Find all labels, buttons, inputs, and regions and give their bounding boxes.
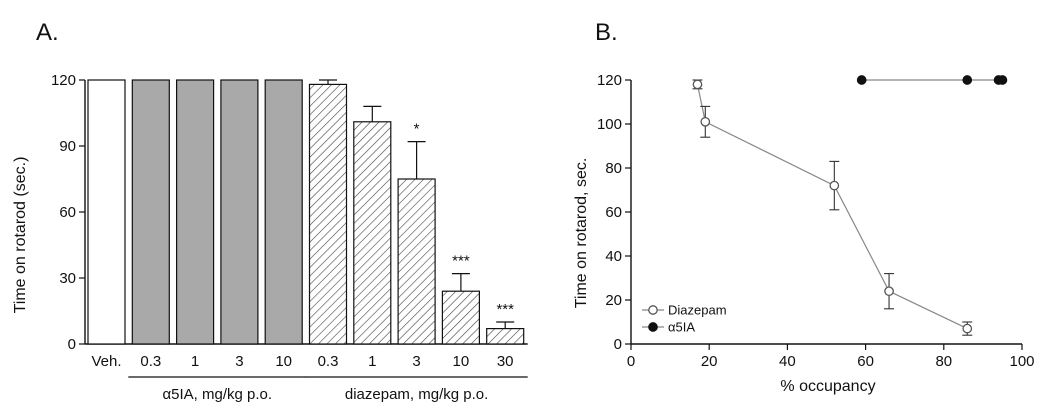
panel-a-x-tick-labels: Veh. 0.3 1 3 10 0.3 1 3 10 30 [91, 353, 513, 370]
significance-mark: * [414, 121, 420, 138]
data-point [962, 323, 973, 334]
legend-marker [648, 305, 658, 315]
x-tick-label: 40 [779, 353, 796, 370]
y-tick-label: 20 [605, 292, 622, 309]
x-tick-label: 10 [275, 353, 292, 370]
x-tick-label: 100 [1009, 353, 1034, 370]
x-tick-label: 30 [497, 353, 514, 370]
group-label: diazepam, mg/kg p.o. [345, 386, 488, 403]
y-tick-label: 30 [59, 270, 76, 287]
y-tick-label: 60 [59, 204, 76, 221]
panel-b-scatter-chart: B. Time on rotarod, sec. % occupancy 0 20… [573, 19, 1035, 395]
y-tick-label: 90 [59, 138, 76, 155]
x-tick-label: 0.3 [318, 353, 339, 370]
x-tick-label: 0 [627, 353, 635, 370]
legend-label: Diazepam [668, 303, 727, 318]
y-tick-label: 80 [605, 160, 622, 177]
panel-a-significance-marks: ******* [414, 121, 514, 318]
panel-b-series-lines [696, 79, 1003, 330]
panel-b-x-axis-title: % occupancy [780, 378, 875, 395]
y-tick-label: 120 [597, 72, 622, 89]
panel-b-y-axis-title: Time on rotarod, sec. [573, 158, 590, 309]
significance-mark: *** [496, 301, 514, 318]
x-tick-label: 10 [453, 353, 470, 370]
data-point [700, 116, 711, 127]
bar [220, 79, 259, 345]
group-label: α5IA, mg/kg p.o. [162, 386, 272, 403]
data-point [856, 75, 867, 85]
panel-a-error-bars [319, 79, 515, 329]
y-tick-label: 40 [605, 248, 622, 265]
y-tick-label: 60 [605, 204, 622, 221]
panel-b-error-bars [692, 79, 973, 336]
data-point [884, 286, 894, 297]
x-tick-label: 20 [701, 353, 718, 370]
y-tick-label: 0 [614, 336, 622, 353]
panel-b-label: B. [595, 19, 618, 46]
x-tick-label: 1 [368, 353, 376, 370]
data-point [962, 75, 973, 85]
x-tick-label: 60 [857, 353, 874, 370]
legend-label: α5IA [668, 320, 695, 335]
data-point [829, 180, 840, 191]
y-tick-label: 120 [51, 72, 76, 89]
bar [397, 178, 436, 345]
x-tick-label: 1 [191, 353, 199, 370]
bar [176, 79, 215, 345]
bar [486, 328, 525, 345]
x-tick-label: Veh. [91, 353, 121, 370]
x-tick-label: 3 [412, 353, 420, 370]
panel-a-bars [87, 79, 525, 345]
bar [308, 83, 348, 345]
panel-b-points [692, 75, 1008, 334]
significance-mark: *** [452, 253, 470, 270]
y-tick-label: 0 [68, 336, 76, 353]
bar [264, 79, 303, 345]
bar [131, 79, 170, 345]
panel-a-y-axis-title: Time on rotarod (sec.) [12, 157, 29, 314]
data-point [692, 79, 703, 90]
legend-marker [648, 322, 658, 332]
panel-a-group-labels: α5IA, mg/kg p.o. diazepam, mg/kg p.o. [128, 376, 528, 403]
data-point [997, 75, 1008, 85]
series-line [696, 84, 968, 330]
bar [441, 290, 480, 345]
panel-a-label: A. [36, 19, 59, 46]
bar [353, 121, 392, 345]
x-tick-label: 3 [235, 353, 243, 370]
x-tick-label: 0.3 [140, 353, 161, 370]
panel-b-legend: Diazepam α5IA [642, 303, 727, 335]
bar [87, 79, 126, 345]
panel-b-axes: 0 20 40 60 80 100 120 0 20 40 60 80 100 [597, 72, 1035, 370]
x-tick-label: 80 [935, 353, 952, 370]
y-tick-label: 100 [597, 116, 622, 133]
